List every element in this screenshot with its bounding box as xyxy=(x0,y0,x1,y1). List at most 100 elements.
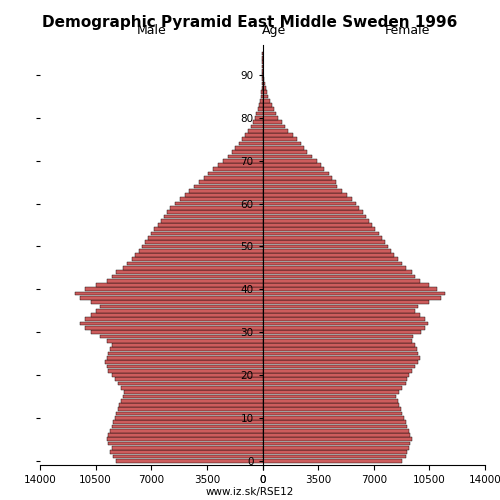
Bar xyxy=(262,403,399,407)
Text: www.iz.sk/RSE12: www.iz.sk/RSE12 xyxy=(206,487,294,497)
Bar xyxy=(262,146,304,150)
Bar xyxy=(262,318,424,321)
Bar xyxy=(110,450,262,454)
Bar xyxy=(132,258,262,261)
Bar xyxy=(112,373,262,377)
Bar xyxy=(208,172,262,176)
Bar xyxy=(213,168,262,171)
Bar xyxy=(262,94,268,98)
Bar xyxy=(262,408,401,411)
Bar xyxy=(262,313,420,317)
Bar xyxy=(262,279,420,282)
Bar xyxy=(262,292,446,296)
Bar xyxy=(262,364,415,368)
Bar xyxy=(262,348,416,351)
Bar xyxy=(262,206,360,210)
Bar xyxy=(136,253,262,257)
Bar xyxy=(262,129,288,132)
Bar xyxy=(262,288,438,291)
Bar xyxy=(107,279,262,282)
Bar xyxy=(100,334,262,338)
Bar xyxy=(262,86,266,90)
Bar xyxy=(262,138,298,141)
Bar xyxy=(262,373,408,377)
Bar xyxy=(262,78,264,81)
Bar xyxy=(128,262,262,266)
Bar xyxy=(262,433,410,437)
Bar xyxy=(262,99,270,102)
Bar xyxy=(114,378,262,381)
Bar xyxy=(242,138,262,141)
Bar xyxy=(259,103,262,107)
Bar xyxy=(96,309,262,312)
Bar xyxy=(262,270,412,274)
Bar xyxy=(118,408,262,411)
Bar xyxy=(262,390,399,394)
Bar xyxy=(262,450,407,454)
Bar xyxy=(107,339,262,342)
Bar xyxy=(223,159,262,162)
Bar xyxy=(262,214,366,218)
Bar xyxy=(167,210,262,214)
Bar xyxy=(262,339,412,342)
Bar xyxy=(262,304,418,308)
Bar xyxy=(238,142,262,146)
Bar xyxy=(262,82,264,86)
Bar xyxy=(262,228,376,231)
Bar xyxy=(262,120,281,124)
Bar xyxy=(262,322,428,326)
Bar xyxy=(75,292,262,296)
Bar xyxy=(262,184,337,188)
Bar xyxy=(262,73,264,77)
Bar xyxy=(114,416,262,420)
Bar xyxy=(262,334,414,338)
Bar xyxy=(262,193,346,197)
Bar xyxy=(262,249,391,252)
Bar xyxy=(262,198,352,201)
Bar xyxy=(262,176,332,180)
Bar xyxy=(107,438,262,441)
Bar xyxy=(262,369,412,372)
Bar xyxy=(255,116,262,119)
Bar xyxy=(158,223,262,227)
Bar xyxy=(262,274,415,278)
Bar xyxy=(262,378,407,381)
Bar xyxy=(100,304,262,308)
Bar xyxy=(113,454,262,458)
Bar xyxy=(118,382,262,386)
Bar xyxy=(91,313,262,317)
Bar xyxy=(108,442,262,446)
Bar xyxy=(262,300,430,304)
Bar xyxy=(138,249,262,252)
Bar xyxy=(148,236,262,240)
Bar xyxy=(262,283,430,287)
Bar xyxy=(262,159,316,162)
Text: Female: Female xyxy=(384,24,430,36)
Bar xyxy=(108,433,262,437)
Bar xyxy=(262,343,415,347)
Bar xyxy=(262,420,406,424)
Bar xyxy=(262,399,398,402)
Bar xyxy=(262,438,412,441)
Bar xyxy=(84,318,262,321)
Bar xyxy=(96,283,262,287)
Bar xyxy=(170,206,262,210)
Bar xyxy=(161,219,262,222)
Bar xyxy=(262,112,276,116)
Bar xyxy=(262,172,329,176)
Bar xyxy=(112,343,262,347)
Bar xyxy=(175,202,262,205)
Bar xyxy=(154,228,262,231)
Bar xyxy=(262,189,342,192)
Bar xyxy=(80,296,262,300)
Bar xyxy=(262,150,307,154)
Bar xyxy=(194,184,262,188)
Bar xyxy=(116,459,262,462)
Bar xyxy=(253,120,262,124)
Bar xyxy=(121,399,262,402)
Bar xyxy=(110,429,262,432)
Text: Demographic Pyramid East Middle Sweden 1996: Demographic Pyramid East Middle Sweden 1… xyxy=(42,15,458,30)
Bar xyxy=(110,348,262,351)
Bar xyxy=(245,133,262,137)
Bar xyxy=(262,69,263,72)
